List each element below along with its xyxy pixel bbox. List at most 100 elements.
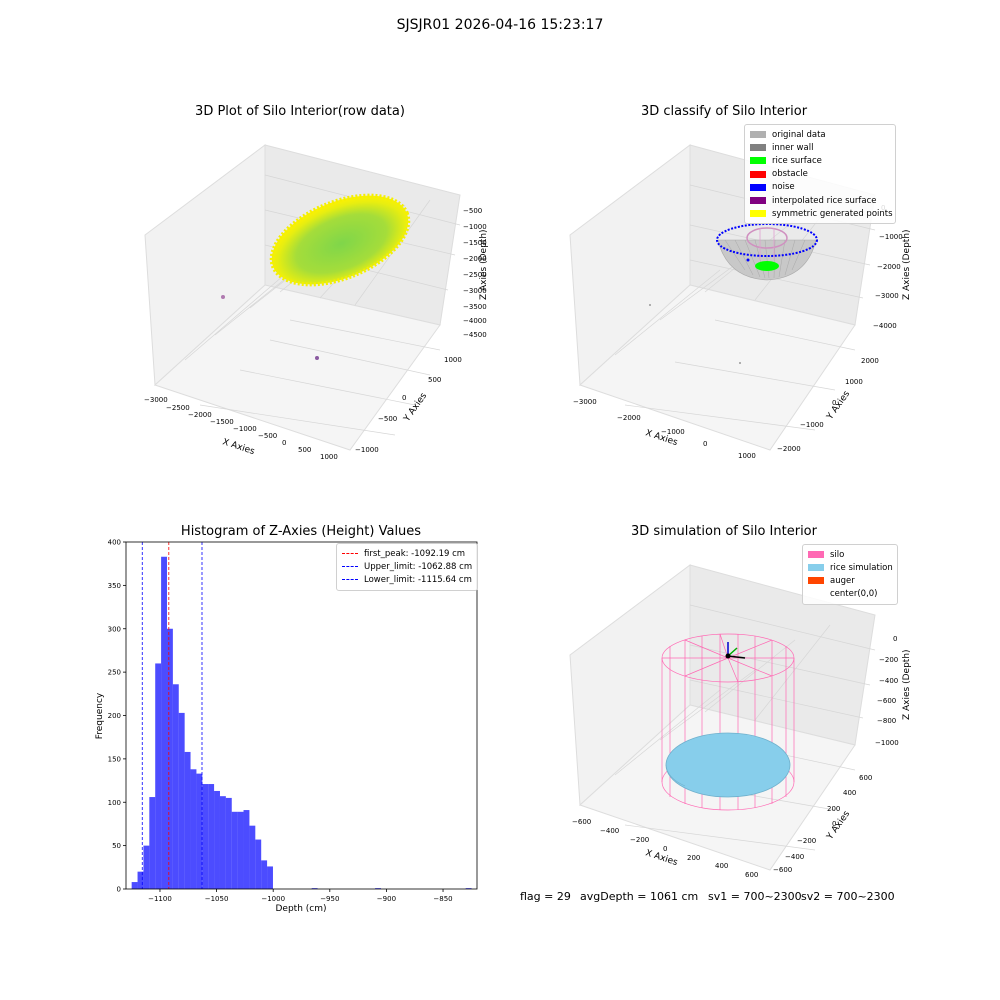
tick-label: −3000 (573, 398, 597, 406)
legend-label: Lower_limit: -1115.64 cm (364, 574, 472, 585)
tick-label: 200 (108, 712, 121, 720)
tick-label: −3000 (463, 287, 487, 295)
tick-label: −600 (773, 866, 792, 874)
legend-item: first_peak: -1092.19 cm (342, 547, 472, 560)
classify-outlier-point (649, 304, 651, 306)
legend-item: rice simulation (808, 561, 893, 574)
tick-label: −200 (797, 837, 816, 845)
tick-label: −400 (879, 677, 898, 685)
tick-label: −1000 (661, 428, 685, 436)
simulation-y-ticks: −600 −400 −200 0 200 400 600 (773, 774, 872, 874)
legend-swatch (750, 197, 766, 205)
legend-line (342, 579, 358, 581)
tick-label: −200 (879, 656, 898, 664)
histogram-bar (208, 784, 215, 889)
simulation-x-ticks: −600 −400 −200 0 200 400 600 (572, 818, 758, 879)
histogram-y-label: Frequency (95, 692, 105, 739)
classify-legend: original data inner wall rice surface ob… (744, 124, 896, 225)
legend-swatch (750, 210, 766, 218)
legend-label: silo (830, 549, 845, 560)
tick-label: 0 (117, 886, 121, 894)
tick-label: −1000 (800, 421, 824, 429)
histogram-bar (161, 556, 167, 889)
histogram-bar (261, 860, 268, 889)
tick-label: −850 (433, 895, 452, 903)
legend-label: obstacle (772, 169, 808, 180)
legend-label: noise (772, 182, 795, 193)
classify-pane-floor (579, 284, 856, 451)
raw-plot-3d[interactable]: −3000 −2500 −2000 −1500 −1000 −500 0 500… (130, 130, 490, 460)
classify-rice-surface (755, 261, 779, 271)
tick-label: −500 (463, 207, 482, 215)
legend-swatch (808, 577, 824, 585)
raw-x-ticks: −3000 −2500 −2000 −1500 −1000 −500 0 500… (144, 396, 338, 460)
tick-label: −4000 (873, 322, 897, 330)
tick-label: 1000 (320, 453, 338, 460)
raw-z-ticks: −500 −1000 −1500 −2000 −2500 −3000 −3500… (463, 207, 487, 339)
tick-label: 600 (859, 774, 872, 782)
classify-noise-point (746, 258, 750, 262)
legend-swatch (808, 564, 824, 572)
tick-label: −500 (378, 415, 397, 423)
raw-outlier-point (221, 295, 225, 299)
legend-item: center(0,0) (808, 588, 892, 601)
tick-label: −2000 (617, 414, 641, 422)
tick-label: −1000 (261, 895, 285, 903)
histogram-bar (178, 712, 185, 889)
figure-title: SJSJR01 2026-04-16 15:23:17 (396, 17, 604, 33)
legend-swatch (750, 183, 766, 191)
legend-swatch (750, 144, 766, 152)
histogram-chart[interactable]: −1100 −1050 −1000 −950 −900 −850 0 50 100 150 200… (0, 530, 500, 920)
tick-label: −1000 (875, 739, 899, 747)
histogram-bar (131, 882, 138, 889)
histogram-title: Histogram of Z-Axies (Height) Values (180, 524, 422, 539)
classify-plot-title: 3D classify of Silo Interior (640, 104, 808, 119)
histogram-y-ticks: 0 50 100 150 200 250 300 350 400 (108, 539, 126, 894)
legend-label: rice surface (772, 155, 822, 166)
tick-label: 500 (428, 376, 441, 384)
status-avg-depth: avgDepth = 1061 cm (580, 890, 699, 903)
raw-outlier-point (315, 356, 319, 360)
histogram-bar (267, 866, 273, 889)
tick-label: −3500 (463, 303, 487, 311)
tick-label: −500 (258, 432, 277, 440)
tick-label: −2500 (463, 271, 487, 279)
tick-label: 350 (108, 582, 121, 590)
tick-label: 0 (282, 439, 286, 447)
tick-label: 400 (715, 862, 728, 870)
tick-label: 250 (108, 669, 121, 677)
legend-label: center(0,0) (830, 589, 878, 600)
histogram-bar (219, 796, 226, 889)
legend-line (342, 566, 358, 568)
classify-x-ticks: −3000 −2000 −1000 0 1000 (573, 398, 756, 460)
tick-label: −2000 (777, 445, 801, 453)
tick-label: −1000 (355, 446, 379, 454)
histogram-bar (155, 663, 162, 889)
tick-label: −2500 (166, 404, 190, 412)
histogram-bar (143, 845, 150, 889)
simulation-x-label: X Axies (644, 848, 679, 868)
histogram-bar (137, 871, 144, 889)
tick-label: 600 (745, 871, 758, 879)
legend-item: Upper_limit: -1062.88 cm (342, 560, 472, 573)
classify-plot-3d[interactable]: −3000 −2000 −1000 0 1000 X Axies −2000 −… (555, 130, 915, 460)
tick-label: −4000 (463, 317, 487, 325)
tick-label: −1000 (463, 223, 487, 231)
tick-label: 0 (402, 394, 406, 402)
histogram-bar (196, 773, 203, 889)
tick-label: −400 (785, 853, 804, 861)
simulation-z-ticks: 0 −200 −400 −600 −800 −1000 (875, 635, 899, 747)
tick-label: −1500 (463, 239, 487, 247)
raw-x-label: X Axies (221, 437, 256, 457)
tick-label: 0 (663, 845, 667, 853)
simulation-plot-title: 3D simulation of Silo Interior (631, 524, 817, 539)
simulation-plot-3d[interactable]: −600 −400 −200 0 200 400 600 X Axies −60… (555, 550, 915, 880)
tick-label: 500 (298, 446, 311, 454)
histogram-bar (214, 790, 220, 889)
histogram-bar (237, 811, 244, 889)
histogram-bar (190, 769, 197, 889)
histogram-bar (184, 751, 191, 889)
histogram-bar (149, 797, 156, 889)
histogram-bars (131, 556, 472, 889)
tick-label: 150 (108, 755, 121, 763)
